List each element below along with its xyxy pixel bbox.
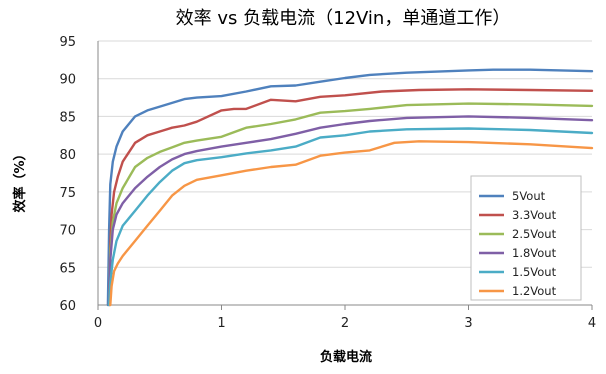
legend-entry-label: 1.8Vout	[512, 246, 557, 260]
legend-entry-label: 5Vout	[512, 189, 546, 203]
legend: 5Vout 3.3Vout 2.5Vout 1.8Vout 1.5Vout 1.2Vout	[470, 175, 582, 301]
series-lines	[106, 68, 594, 307]
x-tick-label: 4	[588, 316, 596, 331]
series-line-2-5vout	[107, 102, 594, 307]
y-axis-label: 效率（%）	[12, 147, 28, 212]
legend-entry-label: 1.5Vout	[512, 265, 557, 279]
y-tick-label: 65	[59, 261, 76, 276]
x-tick-label: 2	[341, 316, 349, 331]
y-tick-label: 70	[59, 224, 76, 239]
series-line-1-5vout	[107, 127, 594, 307]
legend-entry-label: 3.3Vout	[512, 208, 557, 222]
chart-title: 效率 vs 负载电流（12Vin，单通道工作）	[176, 8, 511, 29]
y-tick-label: 85	[59, 110, 76, 125]
legend-entry-label: 1.2Vout	[512, 284, 557, 298]
legend-box	[470, 175, 582, 301]
y-tick-label: 60	[59, 299, 76, 314]
x-tick-label: 1	[217, 316, 225, 331]
axes: 60 65 70 75 80 85 90 95 0 1 2 3 4	[59, 35, 596, 331]
series-line-1-2vout	[109, 140, 594, 307]
legend-entry-label: 2.5Vout	[512, 227, 557, 241]
series-line-3-3vout	[107, 88, 594, 307]
y-tick-label: 95	[59, 35, 76, 50]
x-tick-label: 3	[464, 316, 472, 331]
y-tick-label: 80	[59, 148, 76, 163]
x-axis-label: 负载电流	[320, 349, 372, 365]
y-tick-label: 75	[59, 186, 76, 201]
y-tick-label: 90	[59, 73, 76, 88]
series-line-1-8vout	[107, 115, 594, 307]
series-line-5vout	[106, 68, 594, 307]
x-tick-label: 0	[94, 316, 102, 331]
